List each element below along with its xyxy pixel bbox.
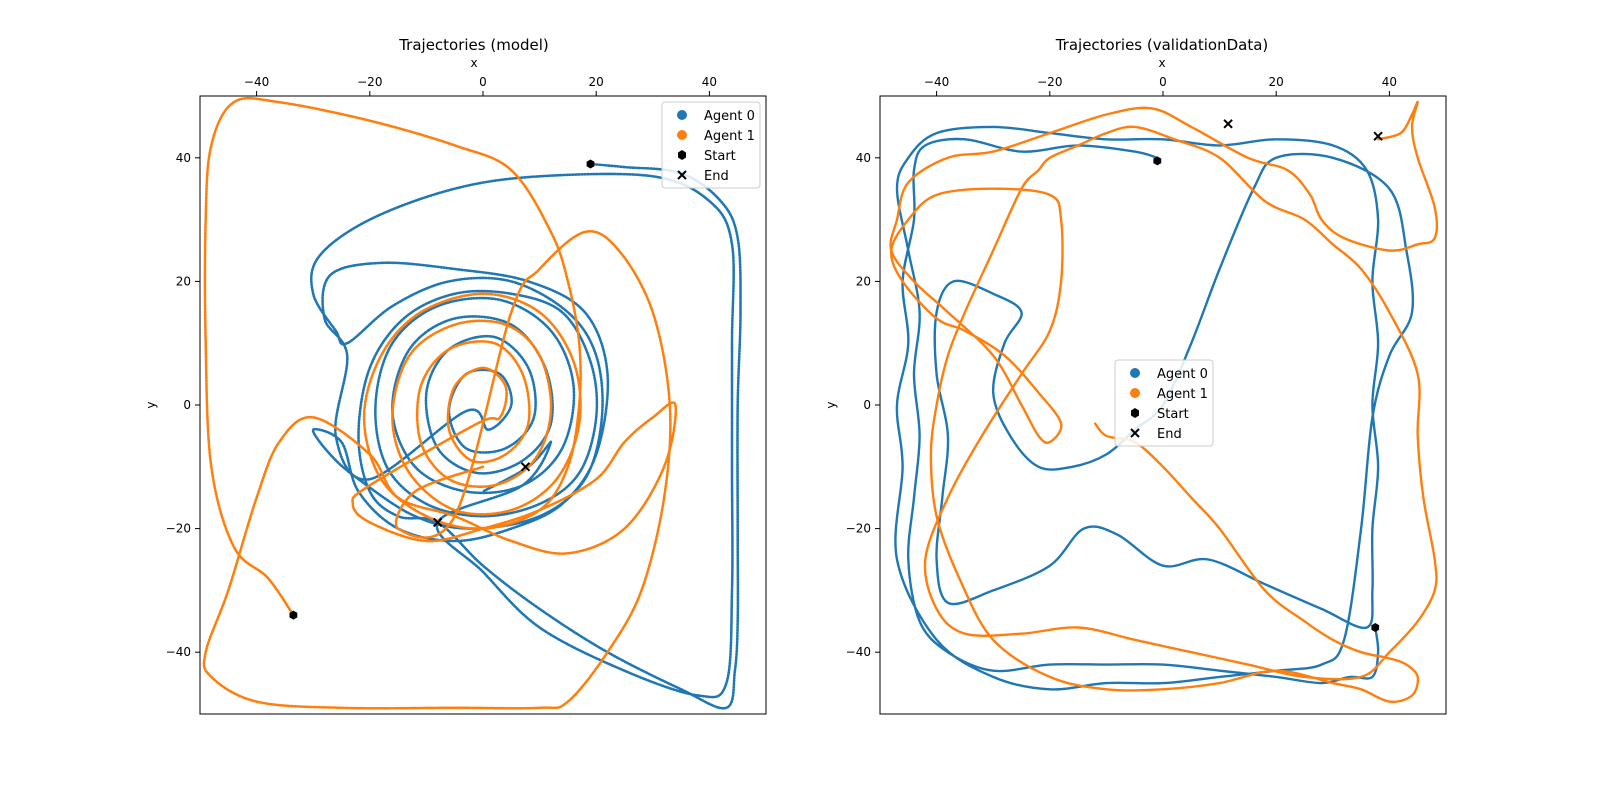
legend-box (661, 101, 761, 189)
plot-frame (879, 95, 1447, 715)
legend-label-agent-0: Agent 0 (704, 109, 755, 124)
x-tick-label: 0 (1159, 75, 1167, 89)
legend-box (1114, 359, 1214, 447)
x-tick-label: −40 (924, 75, 949, 89)
legend: Agent 0 Agent 1 Start End (1114, 359, 1214, 447)
legend: Agent 0 Agent 1 Start End (661, 101, 761, 189)
x-tick-label: 20 (589, 75, 604, 89)
legend-marker-start (1131, 408, 1139, 418)
legend-marker-end (1130, 428, 1140, 438)
chart-title: Trajectories (validationData) (1055, 36, 1269, 54)
y-tick-label: −40 (846, 645, 871, 659)
plot-frame (199, 95, 767, 715)
legend-label-agent-1: Agent 1 (1157, 387, 1208, 402)
trajectory-agent-0 (894, 125, 1415, 691)
chart-title: Trajectories (model) (398, 36, 549, 54)
x-tick-label: −40 (244, 75, 269, 89)
x-axis-label: x (1158, 56, 1165, 70)
legend-marker-start (678, 150, 686, 160)
y-axis-label: y (144, 401, 158, 408)
legend-marker-end (677, 170, 687, 180)
chart-validation: Trajectories (validationData) x y −40−40… (824, 36, 1447, 715)
plot-area (889, 100, 1438, 704)
y-tick-label: 40 (176, 151, 191, 165)
legend-label-end: End (1157, 427, 1182, 442)
y-tick-label: −40 (166, 645, 191, 659)
chart-model: Trajectories (model) x y −40 −40 −20 −20 0 0 2… (144, 36, 767, 715)
end-marker (1223, 119, 1233, 129)
x-tick-label: −20 (357, 75, 382, 89)
tick-group: −40 −40 −20 −20 0 0 20 20 40 40 (846, 75, 1397, 659)
y-tick-label: −20 (166, 522, 191, 536)
legend-marker-agent-1 (1130, 388, 1140, 398)
x-tick-label: 40 (702, 75, 717, 89)
start-marker (1153, 156, 1162, 166)
y-tick-label: 20 (176, 274, 191, 288)
y-tick-label: 20 (856, 274, 871, 288)
legend-marker-agent-0 (1130, 368, 1140, 378)
legend-label-start: Start (1157, 407, 1189, 422)
plot-area (202, 96, 742, 710)
end-marker (1373, 131, 1383, 141)
y-axis-label: y (824, 401, 838, 408)
x-tick-label: 20 (1269, 75, 1284, 89)
end-marker (433, 517, 443, 528)
legend-label-end: End (704, 169, 729, 184)
start-marker (586, 159, 595, 169)
x-tick-label: −20 (1037, 75, 1062, 89)
y-tick-label: −20 (846, 522, 871, 536)
legend-marker-agent-1 (677, 130, 687, 140)
y-tick-label: 0 (863, 398, 871, 412)
tick-group: −40 −40 −20 −20 0 0 20 20 40 40 (166, 75, 717, 659)
y-tick-label: 0 (183, 398, 191, 412)
legend-label-start: Start (704, 149, 736, 164)
y-tick-label: 40 (856, 151, 871, 165)
legend-label-agent-1: Agent 1 (704, 129, 755, 144)
legend-marker-agent-0 (677, 110, 687, 120)
x-tick-label: 40 (1382, 75, 1397, 89)
end-marker (520, 462, 531, 472)
x-axis-label: x (470, 56, 477, 70)
trajectory-agent-1 (889, 100, 1438, 704)
x-tick-label: 0 (479, 75, 487, 89)
trajectory-agent-1 (202, 96, 678, 710)
start-marker (1371, 623, 1380, 632)
legend-label-agent-0: Agent 0 (1157, 367, 1208, 382)
start-marker (289, 610, 298, 620)
